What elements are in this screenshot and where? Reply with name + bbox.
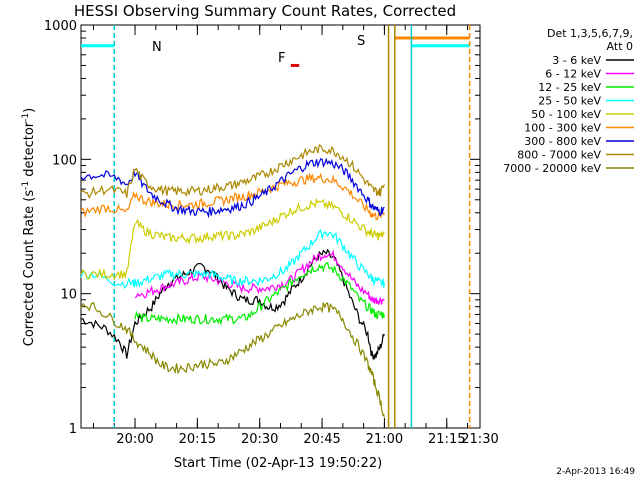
series-line-8 xyxy=(80,301,385,418)
legend-header-2: Att 0 xyxy=(607,40,633,53)
x-tick-label: 20:15 xyxy=(179,432,216,447)
x-tick-label: 21:15 xyxy=(428,432,465,447)
y-axis-label: Corrected Count Rate (s-1 detector-1) xyxy=(21,108,37,346)
legend-label: 50 - 100 keV xyxy=(531,108,601,121)
series-line-2 xyxy=(134,262,385,326)
legend-label: 25 - 50 keV xyxy=(538,95,601,108)
legend-label: 3 - 6 keV xyxy=(552,54,601,67)
flag-label-s: S xyxy=(357,34,365,49)
legend-label: 12 - 25 keV xyxy=(538,81,601,94)
plot-frame xyxy=(80,24,481,429)
x-tick-label: 20:45 xyxy=(303,432,340,447)
series-line-5 xyxy=(80,172,385,221)
x-tick-label: 21:30 xyxy=(461,432,498,447)
y-tick-label: 1000 xyxy=(44,19,77,34)
x-tick-label: 21:00 xyxy=(366,432,403,447)
flag-label-n: N xyxy=(152,40,162,55)
series-line-1 xyxy=(134,249,385,305)
y-tick-label: 100 xyxy=(52,153,77,168)
x-axis-label: Start Time (02-Apr-13 19:50:22) xyxy=(174,456,382,471)
chart-title: HESSI Observing Summary Count Rates, Cor… xyxy=(74,2,456,20)
timestamp: 2-Apr-2013 16:49 xyxy=(556,467,635,477)
overlays xyxy=(81,25,471,428)
x-tick-label: 20:30 xyxy=(241,432,278,447)
series-line-3 xyxy=(80,228,385,290)
legend-label: 300 - 800 keV xyxy=(524,135,601,148)
series-line-0 xyxy=(80,248,385,361)
series-line-7 xyxy=(80,143,385,199)
flag-label-f: F xyxy=(278,51,285,66)
legend-label: 6 - 12 keV xyxy=(545,68,601,81)
legend-label: 800 - 7000 keV xyxy=(517,149,601,162)
x-tick-label: 20:00 xyxy=(116,432,153,447)
series-line-6 xyxy=(80,157,385,219)
series-layer xyxy=(80,143,385,418)
legend-label: 100 - 300 keV xyxy=(524,122,601,135)
series-line-4 xyxy=(80,197,385,281)
legend-header-1: Det 1,3,5,6,7,9, xyxy=(547,27,633,40)
y-tick-label: 1 xyxy=(69,422,77,437)
legend-label: 7000 - 20000 keV xyxy=(503,162,601,175)
y-tick-label: 10 xyxy=(60,288,77,303)
